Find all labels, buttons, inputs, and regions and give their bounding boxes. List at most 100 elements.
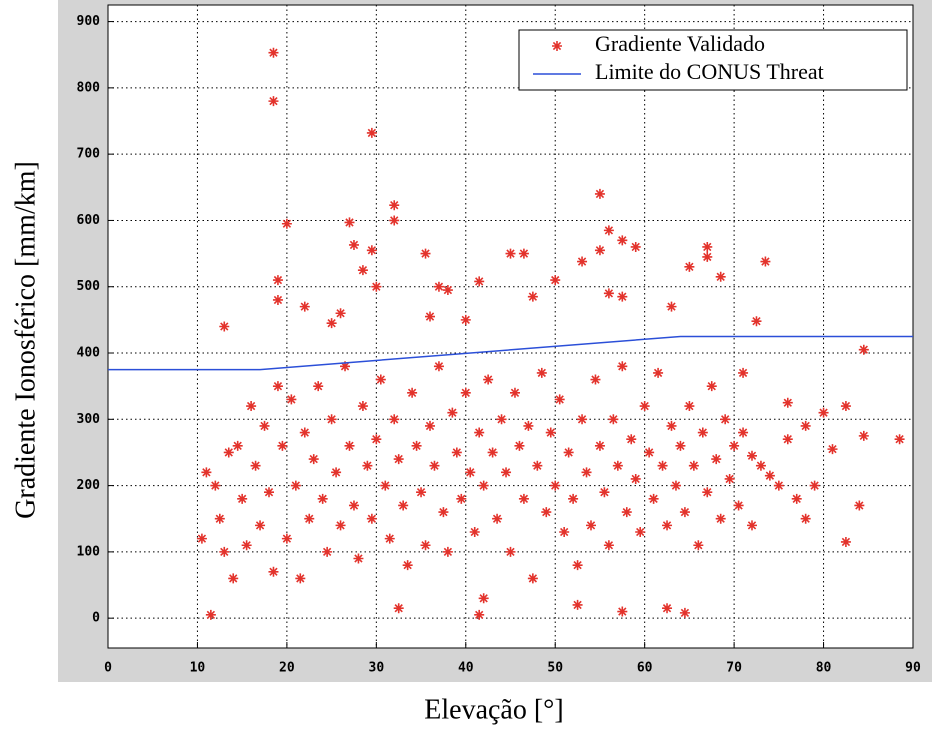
x-tick-label: 30: [369, 661, 385, 676]
scatter-point: [621, 507, 632, 518]
scatter-point: [581, 467, 592, 478]
scatter-point: [460, 387, 471, 398]
scatter-point: [720, 414, 731, 425]
y-tick-label: 600: [77, 213, 101, 228]
scatter-point: [559, 526, 570, 537]
scatter-point: [612, 460, 623, 471]
scatter-point: [840, 401, 851, 412]
scatter-point: [550, 275, 561, 286]
scatter-point: [603, 225, 614, 236]
scatter-point: [590, 374, 601, 385]
scatter-point: [545, 427, 556, 438]
scatter-point: [326, 318, 337, 329]
scatter-point: [281, 218, 292, 229]
x-tick-label: 20: [279, 661, 295, 676]
scatter-point: [259, 420, 270, 431]
y-tick-label: 700: [77, 147, 101, 162]
scatter-point: [684, 401, 695, 412]
scatter-point: [456, 493, 467, 504]
limit-line: [108, 335, 913, 371]
scatter-point: [666, 301, 677, 312]
scatter-point: [210, 480, 221, 491]
scatter-point: [366, 245, 377, 256]
scatter-point: [675, 440, 686, 451]
scatter-point: [223, 447, 234, 458]
scatter-point: [380, 480, 391, 491]
scatter-point: [738, 427, 749, 438]
scatter-point: [505, 248, 516, 259]
scatter-point: [608, 414, 619, 425]
scatter-point: [357, 265, 368, 276]
scatter-point: [478, 593, 489, 604]
scatter-point: [563, 447, 574, 458]
scatter-point: [348, 239, 359, 250]
scatter-point: [438, 507, 449, 518]
scatter-point: [219, 546, 230, 557]
x-tick-label: 90: [905, 661, 921, 676]
scatter-point: [594, 188, 605, 199]
scatter-point: [268, 566, 279, 577]
scatter-point: [398, 500, 409, 511]
scatter-point: [670, 480, 681, 491]
scatter-point: [702, 487, 713, 498]
scatter-point: [393, 603, 404, 614]
scatter-point: [599, 487, 610, 498]
scatter-point: [402, 560, 413, 571]
scatter-point: [715, 271, 726, 282]
scatter-point: [317, 493, 328, 504]
x-tick-label: 70: [726, 661, 742, 676]
scatter-point: [764, 470, 775, 481]
scatter-point: [416, 487, 427, 498]
scatter-point: [469, 526, 480, 537]
scatter-point: [237, 493, 248, 504]
scatter-point: [514, 440, 525, 451]
scatter-point: [505, 546, 516, 557]
scatter-point: [313, 381, 324, 392]
scatter-point: [577, 256, 588, 267]
y-tick-label: 100: [77, 544, 101, 559]
scatter-point: [335, 520, 346, 531]
scatter-point: [304, 513, 315, 524]
scatter-point: [755, 460, 766, 471]
scatter-point: [644, 447, 655, 458]
scatter-point: [335, 308, 346, 319]
scatter-point: [568, 493, 579, 504]
scatter-point: [295, 573, 306, 584]
scatter-point: [639, 401, 650, 412]
scatter-point: [800, 513, 811, 524]
scatter-point: [496, 414, 507, 425]
scatter-point: [420, 540, 431, 551]
scatter-point: [715, 513, 726, 524]
scatter-point: [201, 467, 212, 478]
x-tick-label: 10: [190, 661, 206, 676]
scatter-point: [518, 493, 529, 504]
scatter-point: [594, 245, 605, 256]
scatter-point: [290, 480, 301, 491]
scatter-point: [425, 311, 435, 322]
scatter-point: [326, 414, 337, 425]
scatter-point: [840, 536, 851, 547]
scatter-point: [272, 275, 283, 286]
scatter-point: [357, 401, 368, 412]
scatter-point: [630, 473, 641, 484]
scatter-point: [407, 387, 418, 398]
scatter-point: [366, 127, 377, 138]
x-tick-label: 50: [547, 661, 563, 676]
scatter-point: [854, 500, 865, 511]
scatter-point: [228, 573, 239, 584]
scatter-point: [246, 401, 257, 412]
scatter-point: [465, 467, 476, 478]
scatter-point: [420, 248, 431, 259]
scatter-point: [425, 420, 435, 431]
scatter-point: [277, 440, 288, 451]
scatter-point: [478, 480, 489, 491]
scatter-point: [214, 513, 225, 524]
scatter-point: [433, 361, 444, 372]
scatter-point: [630, 241, 641, 252]
scatter-point: [205, 609, 216, 620]
scatter-point: [541, 507, 552, 518]
scatter-point: [662, 520, 673, 531]
scatter-point: [375, 374, 386, 385]
scatter-point: [281, 533, 292, 544]
scatter-point: [487, 447, 498, 458]
